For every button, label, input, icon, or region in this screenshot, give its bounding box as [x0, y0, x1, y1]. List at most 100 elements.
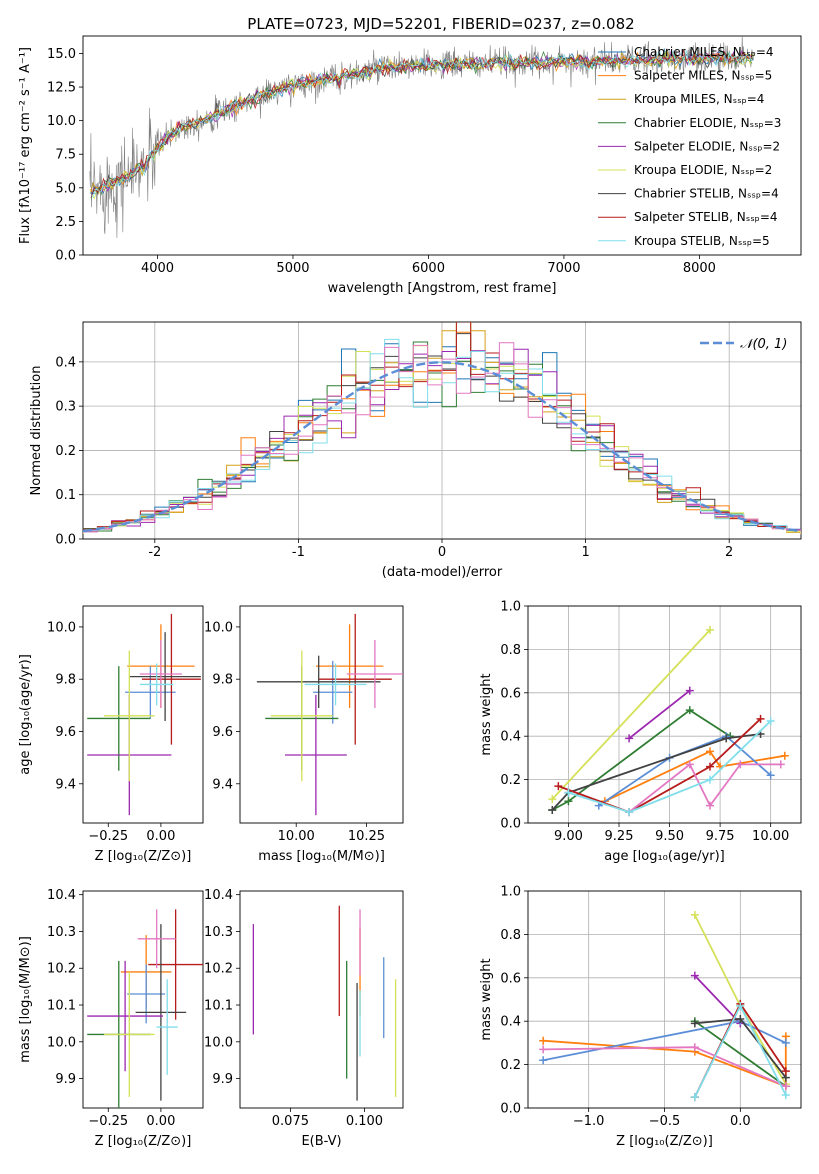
legend-label: Salpeter ELODIE, Nₛₛₚ=2 [634, 139, 780, 153]
y-tick-label: 10.0 [47, 620, 76, 635]
y-tick-label: 0.0 [500, 817, 521, 832]
errorbar-point [346, 639, 403, 708]
weight-line [694, 1020, 787, 1088]
legend-label: 𝒩(0, 1) [740, 337, 787, 352]
axes-spectrum: 4000 5000 6000 7000 8000 0.0 2.5 5.0 7.5 10.0 12.5… [18, 35, 802, 296]
axes-frame [82, 605, 204, 824]
x-tick-label: -1 [292, 545, 305, 560]
x-tick-label: 10.25 [348, 829, 385, 844]
weight-series [539, 1043, 790, 1091]
x-tick-label: 0 [438, 545, 446, 560]
x-tick-label: 0.0 [730, 1114, 751, 1129]
weight-marker [766, 771, 775, 780]
y-tick-label: 0.4 [55, 355, 76, 370]
y-tick-label: 0.3 [55, 400, 76, 415]
weight-marker [706, 762, 714, 771]
weight-series [690, 1002, 790, 1102]
x-tick-label: 0.00 [146, 829, 175, 844]
y-tick-label: 1.0 [500, 885, 521, 900]
errorbar-point [148, 909, 203, 1020]
weight-marker [706, 801, 714, 810]
errorbar-point [87, 960, 163, 1072]
errorbar-point [141, 613, 201, 745]
y-tick-label: 7.5 [55, 148, 76, 163]
x-axis-label: mass [log₁₀(M/M⊙)] [258, 849, 385, 864]
y-axis-label: Flux [fλ10⁻¹⁷ erg cm⁻² s⁻¹ A⁻¹] [18, 47, 33, 244]
weight-line [598, 735, 772, 807]
legend-label: Chabrier STELIB, Nₛₛₚ=4 [634, 187, 779, 201]
weight-marker [625, 808, 634, 817]
axes-residuals: -2 -1 0 1 2 0.0 0.1 0.2 0.3 0.4 (data-model)/error… [29, 321, 802, 580]
y-tick-label: 0.8 [500, 643, 521, 658]
x-tick-label: −0.5 [649, 1114, 681, 1129]
x-tick-label: 9.75 [706, 829, 735, 844]
weight-marker [776, 760, 785, 769]
weight-marker [690, 971, 699, 980]
y-tick-label: 0.0 [500, 1102, 521, 1117]
weight-marker [706, 775, 714, 784]
errorbar-point [270, 650, 333, 782]
legend-label: Kroupa ELODIE, Nₛₛₚ=2 [634, 163, 772, 177]
axes-frame [527, 605, 802, 824]
weight-marker [554, 782, 563, 791]
x-axis-label: Z [log₁₀(Z/Z⊙)] [95, 849, 192, 864]
axes-mass_vs_Z: −0.25 0.00 9.9 10.0 10.1 10.2 10.3 10.4 Z [log₁₀… [18, 888, 204, 1149]
weight-line [604, 750, 785, 803]
y-tick-label: 10.1 [47, 999, 76, 1014]
y-tick-label: 10.0 [204, 1035, 233, 1050]
x-tick-label: -2 [148, 545, 161, 560]
x-axis-label: Z [log₁₀(Z/Z⊙)] [95, 1134, 192, 1149]
weight-marker [722, 734, 731, 743]
errorbar-point [129, 632, 201, 722]
y-tick-label: 0.0 [55, 533, 76, 548]
y-tick-label: 10.2 [204, 962, 233, 977]
model-spectrum-line [89, 51, 752, 194]
axes-weight_vs_age: 9.00 9.25 9.50 9.75 10.00 0.0 0.2 0.4 0.6 0.8 1.0 a… [479, 600, 802, 864]
y-tick-label: 10.1 [204, 999, 233, 1014]
errorbar-point [284, 694, 347, 816]
weight-line [551, 733, 761, 811]
y-tick-label: 9.9 [212, 1072, 233, 1087]
y-tick-label: 0.1 [55, 488, 76, 503]
weight-marker [690, 1043, 699, 1052]
axes-age_vs_mass: 10.00 10.25 9.4 9.6 9.8 10.0 mass [log₁₀(M/M⊙)… [204, 605, 404, 864]
figure-title: PLATE=0723, MJD=52201, FIBERID=0237, z=0… [247, 15, 634, 33]
weight-marker [690, 1093, 699, 1102]
x-tick-label: −0.25 [88, 829, 128, 844]
y-axis-label: Normed distribution [29, 366, 44, 496]
spectrum-legend: Chabrier MILES, Nₛₛₚ=4 Salpeter MILES, Nₛ… [598, 45, 781, 248]
weight-marker [685, 686, 694, 695]
y-axis-label: mass weight [479, 673, 494, 755]
y-tick-label: 9.8 [55, 673, 76, 688]
y-tick-label: 0.6 [500, 971, 521, 986]
weight-marker [781, 1082, 790, 1091]
legend-label: Salpeter MILES, Nₛₛₚ=5 [634, 69, 772, 83]
weight-marker [685, 706, 694, 715]
x-tick-label: 9.00 [554, 829, 583, 844]
weight-marker [756, 714, 765, 723]
weight-line [568, 720, 772, 814]
y-tick-label: 1.0 [500, 600, 521, 615]
y-tick-label: 0.2 [500, 773, 521, 788]
model-spectrum-line [92, 48, 752, 198]
x-tick-label: 10.00 [278, 829, 315, 844]
errorbar-point [256, 655, 381, 708]
y-axis-label: mass weight [479, 958, 494, 1040]
x-tick-label: 8000 [683, 261, 716, 276]
legend-label: Kroupa MILES, Nₛₛₚ=4 [634, 92, 764, 106]
weight-marker [780, 751, 789, 760]
histogram-step [83, 342, 801, 533]
y-tick-label: 10.2 [47, 962, 76, 977]
weight-line [628, 689, 691, 740]
y-tick-label: 10.0 [47, 1035, 76, 1050]
y-tick-label: 12.5 [47, 81, 76, 96]
legend-label: Chabrier MILES, Nₛₛₚ=4 [634, 45, 774, 59]
y-tick-label: 9.9 [55, 1072, 76, 1087]
errorbar-point [139, 639, 182, 708]
legend-label: Chabrier ELODIE, Nₛₛₚ=3 [634, 116, 781, 130]
x-axis-label: age [log₁₀(age/yr)] [604, 849, 725, 864]
x-tick-label: 9.50 [655, 829, 684, 844]
y-tick-label: 0.6 [500, 686, 521, 701]
legend-label: Kroupa STELIB, Nₛₛₚ=5 [634, 234, 770, 248]
weight-marker [548, 795, 557, 804]
